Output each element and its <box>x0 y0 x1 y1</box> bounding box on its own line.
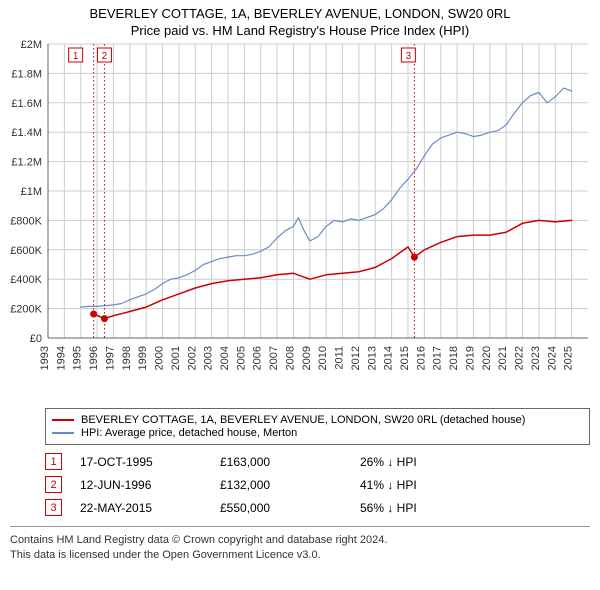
sale-marker-num: 2 <box>102 51 108 62</box>
sale-row: 3 22-MAY-2015£550,00056% ↓ HPI <box>45 499 590 516</box>
title-subtitle: Price paid vs. HM Land Registry's House … <box>0 23 600 38</box>
x-tick-label: 2021 <box>497 346 509 370</box>
x-tick-label: 2007 <box>268 346 280 370</box>
sale-delta: 56% ↓ HPI <box>360 501 417 515</box>
footer-line2: This data is licensed under the Open Gov… <box>10 548 590 563</box>
sale-marker-dot <box>90 311 97 318</box>
sale-marker-num: 1 <box>73 51 79 62</box>
x-tick-label: 2019 <box>464 346 476 370</box>
sale-delta: 41% ↓ HPI <box>360 478 417 492</box>
x-tick-label: 1998 <box>121 346 133 370</box>
sale-delta: 26% ↓ HPI <box>360 455 417 469</box>
sale-date: 17-OCT-1995 <box>80 455 220 469</box>
y-tick-label: £1.6M <box>11 98 42 110</box>
x-tick-label: 2008 <box>284 346 296 370</box>
y-tick-label: £1.8M <box>11 68 42 80</box>
x-tick-label: 2023 <box>530 346 542 370</box>
titles: BEVERLEY COTTAGE, 1A, BEVERLEY AVENUE, L… <box>0 0 600 38</box>
x-tick-label: 2001 <box>170 346 182 370</box>
sale-marker-num: 3 <box>406 51 412 62</box>
y-tick-label: £400K <box>10 274 42 286</box>
sale-price: £132,000 <box>220 478 360 492</box>
x-tick-label: 2010 <box>317 346 329 370</box>
sale-num-box: 1 <box>45 453 62 470</box>
y-tick-label: £2M <box>21 39 42 51</box>
x-tick-label: 1997 <box>104 346 116 370</box>
x-tick-label: 2017 <box>432 346 444 370</box>
chart: £0 £200K £400K £600K £800K £1M £1.2M £1.4M £1.6M… <box>0 38 600 404</box>
y-tick-label: £1.4M <box>11 127 42 139</box>
sale-marker-dot <box>101 315 108 322</box>
sale-date: 22-MAY-2015 <box>80 501 220 515</box>
x-tick-label: 2014 <box>383 346 395 370</box>
y-tick-label: £1M <box>21 186 42 198</box>
x-tick-label: 2018 <box>448 346 460 370</box>
x-tick-label: 1996 <box>88 346 100 370</box>
sale-date: 12-JUN-1996 <box>80 478 220 492</box>
x-tick-label: 2024 <box>546 346 558 370</box>
x-tick-label: 1999 <box>137 346 149 370</box>
y-tick-label: £200K <box>10 304 42 316</box>
legend-label: BEVERLEY COTTAGE, 1A, BEVERLEY AVENUE, L… <box>81 414 525 426</box>
sale-row: 2 12-JUN-1996£132,00041% ↓ HPI <box>45 476 590 493</box>
x-tick-label: 2022 <box>514 346 526 370</box>
x-tick-label: 2002 <box>186 346 198 370</box>
sales-list: 1 17-OCT-1995£163,00026% ↓ HPI 2 12-JUN-199… <box>45 453 590 516</box>
sale-price: £163,000 <box>220 455 360 469</box>
chart-svg: £0 £200K £400K £600K £800K £1M £1.2M £1.4M £1.6M… <box>0 38 600 404</box>
y-tick-label: £800K <box>10 215 42 227</box>
y-tick-label: £1.2M <box>11 157 42 169</box>
x-tick-label: 2025 <box>563 346 575 370</box>
title-address: BEVERLEY COTTAGE, 1A, BEVERLEY AVENUE, L… <box>0 6 600 21</box>
footer-line1: Contains HM Land Registry data © Crown c… <box>10 533 590 548</box>
x-tick-label: 2000 <box>154 346 166 370</box>
x-tick-label: 1995 <box>72 346 84 370</box>
legend-swatch <box>52 432 74 434</box>
legend-label: HPI: Average price, detached house, Mert… <box>81 427 297 439</box>
sale-num-box: 3 <box>45 499 62 516</box>
x-tick-label: 2013 <box>366 346 378 370</box>
sale-price: £550,000 <box>220 501 360 515</box>
legend-row: HPI: Average price, detached house, Mert… <box>52 427 583 439</box>
figure: BEVERLEY COTTAGE, 1A, BEVERLEY AVENUE, L… <box>0 0 600 573</box>
x-tick-label: 2020 <box>481 346 493 370</box>
x-tick-label: 2012 <box>350 346 362 370</box>
sale-marker-dot <box>411 254 418 261</box>
x-tick-label: 2011 <box>334 346 346 370</box>
x-tick-label: 2005 <box>235 346 247 370</box>
x-tick-label: 2016 <box>415 346 427 370</box>
legend-swatch <box>52 419 74 421</box>
legend: BEVERLEY COTTAGE, 1A, BEVERLEY AVENUE, L… <box>45 408 590 445</box>
x-tick-label: 2003 <box>203 346 215 370</box>
x-tick-label: 2015 <box>399 346 411 370</box>
y-tick-label: £600K <box>10 245 42 257</box>
sale-num-box: 2 <box>45 476 62 493</box>
legend-row: BEVERLEY COTTAGE, 1A, BEVERLEY AVENUE, L… <box>52 414 583 426</box>
x-tick-label: 1993 <box>39 346 51 370</box>
x-tick-label: 2006 <box>252 346 264 370</box>
x-tick-label: 2004 <box>219 346 231 370</box>
sale-row: 1 17-OCT-1995£163,00026% ↓ HPI <box>45 453 590 470</box>
x-tick-label: 1994 <box>55 346 67 370</box>
y-tick-label: £0 <box>30 333 42 345</box>
footer: Contains HM Land Registry data © Crown c… <box>10 526 590 573</box>
x-tick-label: 2009 <box>301 346 313 370</box>
